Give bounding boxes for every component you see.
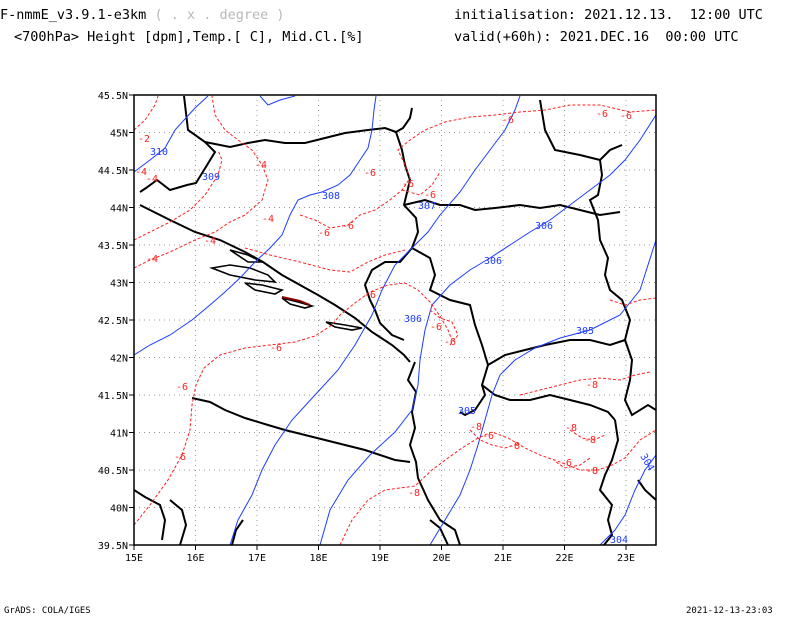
- temp-label: -4: [146, 174, 158, 185]
- axis-ticks: 15E 16E 17E 18E 19E 20E 21E 22E 23E 39.5N 40N 40.5N…: [98, 91, 635, 564]
- lon-tick-label: 18E: [309, 553, 327, 564]
- temp-label: -6: [342, 221, 354, 232]
- temp-label: -6: [402, 179, 414, 190]
- temp-label: -6: [174, 452, 186, 463]
- height-label: 305: [576, 326, 594, 337]
- lat-tick-label: 44N: [110, 204, 128, 215]
- temp-label: -8: [586, 380, 598, 391]
- temperature-contours: [134, 95, 656, 545]
- temp-label: -6: [318, 228, 330, 239]
- temp-label: -4: [146, 254, 158, 265]
- lon-tick-label: 22E: [555, 553, 573, 564]
- footer-credit: GrADS: COLA/IGES: [4, 606, 91, 616]
- lon-tick-label: 17E: [248, 553, 266, 564]
- footer-timestamp: 2021-12-13-23:03: [686, 606, 773, 616]
- temp-label: -6: [620, 111, 632, 122]
- lon-tick-label: 23E: [617, 553, 635, 564]
- height-label: 308: [322, 191, 340, 202]
- island-highlight: [281, 296, 311, 306]
- height-label: 306: [484, 256, 502, 267]
- grid-lines: [134, 95, 656, 545]
- init-time: initialisation: 2021.12.13. 12:00 UTC: [454, 7, 763, 23]
- temp-label: -2: [138, 134, 150, 145]
- temp-label: -6: [560, 458, 572, 469]
- valid-time: valid(+60h): 2021.DEC.16 00:00 UTC: [454, 29, 739, 45]
- lat-tick-label: 41N: [110, 429, 128, 440]
- lon-tick-label: 19E: [371, 553, 389, 564]
- height-label: 306: [535, 221, 553, 232]
- height-label: 304: [610, 535, 628, 546]
- temp-label: -4: [204, 236, 216, 247]
- temp-label: -6: [444, 337, 456, 348]
- height-label: 304: [637, 452, 656, 473]
- temp-label: -8: [565, 423, 577, 434]
- temp-label: -8: [470, 422, 482, 433]
- lat-tick-label: 40N: [110, 504, 128, 515]
- temp-label: -8: [508, 441, 520, 452]
- units-hint: ( . x . degree ): [154, 7, 285, 23]
- lat-tick-label: 41.5N: [98, 391, 128, 402]
- lat-tick-label: 42N: [110, 354, 128, 365]
- lat-tick-label: 40.5N: [98, 466, 128, 477]
- height-label: 306: [404, 314, 422, 325]
- temp-label: -4: [135, 167, 147, 178]
- temp-label: -4: [255, 160, 267, 171]
- temp-label: -6: [270, 343, 282, 354]
- temp-label: -6: [176, 382, 188, 393]
- height-label: 307: [418, 201, 436, 212]
- islands: [208, 249, 363, 331]
- lat-tick-label: 43.5N: [98, 241, 128, 252]
- height-label: 309: [202, 172, 220, 183]
- temp-label: -6: [596, 109, 608, 120]
- height-labels: 310 309 308 307 306 306 306 305 305 304 …: [150, 147, 656, 546]
- temp-label: -6: [430, 322, 442, 333]
- temperature-labels: -2 -4 -4 -4 -4 -4 -4 -6 -6 -6 -6 -6 -6 -…: [135, 109, 632, 499]
- height-label: 310: [150, 147, 168, 158]
- lon-tick-label: 15E: [125, 553, 143, 564]
- temp-label: -8: [408, 488, 420, 499]
- temp-label: -8: [586, 466, 598, 477]
- lat-tick-label: 44.5N: [98, 166, 128, 177]
- lon-tick-label: 21E: [494, 553, 512, 564]
- lat-tick-label: 42.5N: [98, 316, 128, 327]
- lat-tick-label: 45.5N: [98, 91, 128, 102]
- lon-tick-label: 16E: [186, 553, 204, 564]
- temp-label: -6: [364, 290, 376, 301]
- temp-label: -4: [262, 214, 274, 225]
- height-label: 305: [458, 406, 476, 417]
- temp-label: -6: [502, 115, 514, 126]
- fields-description: <700hPa> Height [dpm],Temp.[ C], Mid.Cl.…: [14, 29, 364, 45]
- lat-tick-label: 45N: [110, 129, 128, 140]
- temp-label: -6: [364, 168, 376, 179]
- temp-label: -6: [482, 431, 494, 442]
- temp-label: -8: [584, 435, 596, 446]
- lat-tick-label: 43N: [110, 279, 128, 290]
- temp-label: -6: [424, 190, 436, 201]
- borders: [134, 95, 656, 545]
- height-contours: [134, 95, 656, 545]
- lon-tick-label: 20E: [432, 553, 450, 564]
- lat-tick-label: 39.5N: [98, 541, 128, 552]
- model-title: F-nmmE_v3.9.1-e3km ( . x . degree ): [0, 7, 285, 23]
